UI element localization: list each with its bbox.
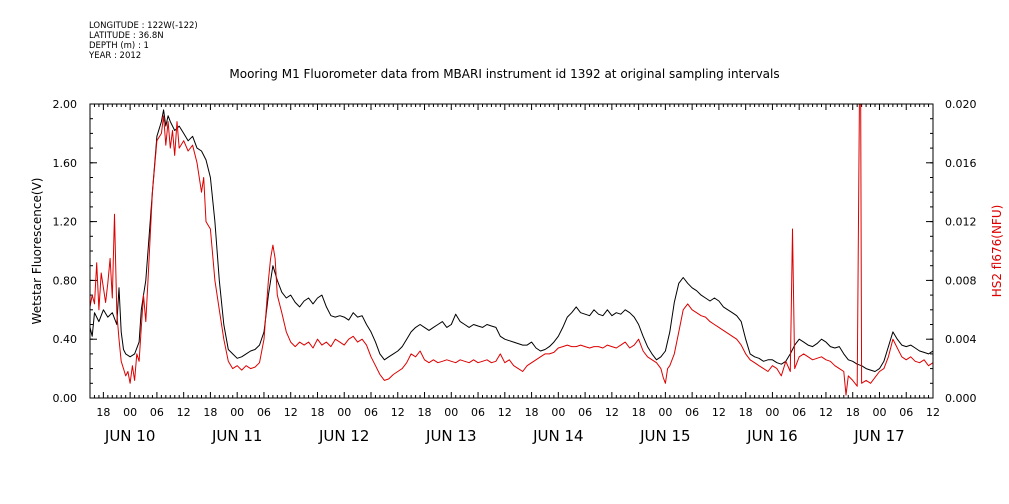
x-hour-tick-label: 12 [391, 406, 405, 419]
plot-frame [89, 103, 934, 399]
x-hour-tick-label: 12 [819, 406, 833, 419]
tick-layer [89, 103, 934, 399]
x-hour-tick-label: 18 [846, 406, 860, 419]
x-hour-tick-label: 06 [364, 406, 378, 419]
x-hour-tick-label: 12 [177, 406, 191, 419]
x-hour-tick-label: 06 [471, 406, 485, 419]
x-hour-tick-label: 06 [685, 406, 699, 419]
x-hour-tick-label: 00 [337, 406, 351, 419]
x-hour-tick-label: 12 [712, 406, 726, 419]
series-line-hs2 [89, 103, 934, 396]
x-hour-tick-label: 00 [230, 406, 244, 419]
x-hour-tick-label: 06 [257, 406, 271, 419]
metadata-block: LONGITUDE : 122W(-122) LATITUDE : 36.8N … [89, 21, 198, 61]
x-hour-tick-label: 18 [418, 406, 432, 419]
x-hour-tick-label: 06 [150, 406, 164, 419]
x-day-label: JUN 16 [746, 427, 797, 445]
series-layer [89, 103, 934, 396]
chart-title: Mooring M1 Fluorometer data from MBARI i… [229, 67, 780, 81]
y-tick-label-right: 0.000 [945, 392, 977, 405]
y-axis-label-right: HS2 fl676(NFU) [990, 205, 1004, 298]
depth-text: DEPTH (m) : 1 [89, 41, 149, 51]
y-tick-label-left: 1.20 [53, 216, 78, 229]
x-hour-tick-label: 00 [444, 406, 458, 419]
x-hour-tick-label: 18 [525, 406, 539, 419]
x-hour-tick-label: 18 [203, 406, 217, 419]
x-hour-tick-label: 00 [658, 406, 672, 419]
x-hour-tick-label: 12 [926, 406, 940, 419]
x-day-label: JUN 11 [211, 427, 262, 445]
y-tick-label-left: 1.60 [53, 157, 78, 170]
x-day-label: JUN 15 [639, 427, 690, 445]
x-day-label: JUN 12 [318, 427, 369, 445]
x-hour-tick-label: 00 [872, 406, 886, 419]
x-hour-tick-label: 18 [310, 406, 324, 419]
y-tick-label-left: 0.00 [53, 392, 78, 405]
x-hour-tick-label: 06 [792, 406, 806, 419]
y-tick-label-right: 0.016 [945, 157, 977, 170]
x-day-label: JUN 10 [104, 427, 155, 445]
x-hour-tick-label: 12 [605, 406, 619, 419]
year-text: YEAR : 2012 [89, 51, 142, 61]
y-tick-label-left: 0.40 [53, 333, 78, 346]
longitude-text: LONGITUDE : 122W(-122) [89, 21, 198, 31]
x-hour-tick-label: 00 [765, 406, 779, 419]
x-hour-tick-label: 06 [578, 406, 592, 419]
latitude-text: LATITUDE : 36.8N [89, 31, 164, 41]
x-hour-tick-label: 06 [899, 406, 913, 419]
y-tick-label-right: 0.012 [945, 216, 977, 229]
y-tick-label-left: 2.00 [53, 98, 78, 111]
x-hour-tick-label: 00 [123, 406, 137, 419]
x-hour-tick-label: 00 [551, 406, 565, 419]
x-hour-tick-label: 12 [498, 406, 512, 419]
label-layer: 18 00 06 12 18 00 06 12 18 00 06 12 18 00 06 12 18 00 06 12… [53, 98, 977, 445]
y-axis-label-left: Wetstar Fluorescence(V) [30, 178, 44, 325]
series-line-wetstar [89, 109, 934, 372]
x-hour-tick-label: 18 [96, 406, 110, 419]
y-tick-label-right: 0.020 [945, 98, 977, 111]
x-day-label: JUN 14 [532, 427, 583, 445]
y-tick-label-right: 0.008 [945, 274, 977, 287]
y-tick-label-left: 0.80 [53, 274, 78, 287]
x-day-label: JUN 13 [425, 427, 476, 445]
x-hour-tick-label: 18 [739, 406, 753, 419]
y-tick-label-right: 0.004 [945, 333, 977, 346]
x-hour-tick-label: 12 [284, 406, 298, 419]
x-hour-tick-label: 18 [632, 406, 646, 419]
x-day-label: JUN 17 [853, 427, 904, 445]
